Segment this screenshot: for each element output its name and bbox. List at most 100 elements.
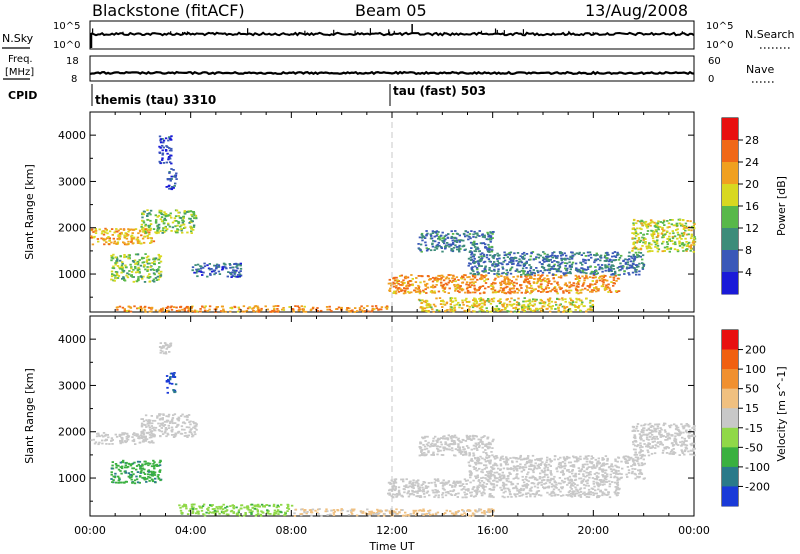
range-cell xyxy=(485,254,489,256)
range-cell xyxy=(547,282,550,284)
range-cell xyxy=(505,272,508,275)
range-cell xyxy=(481,234,484,236)
range-cell xyxy=(530,486,533,489)
range-cell xyxy=(457,290,460,292)
range-cell xyxy=(361,309,364,312)
range-cell xyxy=(560,486,563,489)
range-cell xyxy=(487,243,490,246)
range-cell xyxy=(454,289,457,292)
range-cell xyxy=(434,246,437,249)
range-cell xyxy=(146,422,149,425)
range-cell xyxy=(564,298,567,301)
range-cell xyxy=(450,439,454,442)
range-cell xyxy=(680,243,684,246)
range-cell xyxy=(162,213,166,216)
range-cell xyxy=(122,276,125,278)
range-cell xyxy=(196,263,200,266)
range-cell xyxy=(631,232,634,234)
range-cell xyxy=(489,509,492,512)
range-cell xyxy=(679,234,682,237)
range-cell xyxy=(133,259,137,262)
range-cell xyxy=(666,243,669,245)
range-cell xyxy=(420,232,424,235)
range-cell xyxy=(550,483,554,486)
range-cell xyxy=(159,212,163,214)
range-cell xyxy=(507,282,510,284)
range-cell xyxy=(497,268,500,271)
range-cell xyxy=(161,153,164,156)
range-cell xyxy=(173,372,176,374)
range-cell xyxy=(480,305,484,308)
range-cell xyxy=(160,210,163,213)
range-cell xyxy=(506,303,509,306)
range-cell xyxy=(512,307,515,309)
range-cell xyxy=(457,445,460,447)
range-cell xyxy=(150,474,154,477)
range-cell xyxy=(429,303,432,306)
range-cell xyxy=(158,464,162,467)
range-cell xyxy=(436,453,439,456)
range-cell xyxy=(407,290,410,293)
range-cell xyxy=(533,272,536,275)
range-cell xyxy=(604,265,607,268)
range-cell xyxy=(235,506,238,509)
range-cell xyxy=(462,239,465,242)
range-cell xyxy=(492,510,495,512)
range-cell xyxy=(444,282,448,285)
range-cell xyxy=(437,237,440,240)
range-cell xyxy=(425,300,429,303)
range-cell xyxy=(478,286,481,289)
range-cell xyxy=(471,306,475,309)
range-cell xyxy=(497,262,501,264)
range-cell xyxy=(157,272,161,275)
range-cell xyxy=(425,304,428,307)
range-cell xyxy=(538,286,541,289)
range-cell xyxy=(495,265,499,267)
range-cell xyxy=(522,488,526,490)
range-cell xyxy=(628,251,631,254)
range-cell xyxy=(553,251,556,254)
range-cell xyxy=(685,241,688,243)
range-cell xyxy=(445,483,448,485)
range-cell xyxy=(573,253,577,256)
range-cell xyxy=(208,268,212,271)
range-cell xyxy=(516,269,519,272)
range-cell xyxy=(565,274,568,277)
range-cell xyxy=(643,222,646,224)
range-cell xyxy=(574,478,578,481)
range-cell xyxy=(536,464,539,467)
range-cell xyxy=(618,256,622,259)
range-cell xyxy=(618,269,621,272)
range-cell xyxy=(565,290,568,293)
range-cell xyxy=(135,465,139,467)
range-cell xyxy=(159,218,163,221)
range-cell xyxy=(494,282,497,285)
range-cell xyxy=(517,262,520,265)
range-cell xyxy=(183,415,187,418)
range-cell xyxy=(363,310,367,312)
range-cell xyxy=(145,259,149,262)
range-cell xyxy=(474,265,477,268)
range-cell xyxy=(330,509,333,512)
range-cell xyxy=(613,270,617,273)
range-cell xyxy=(570,488,573,490)
range-cell xyxy=(185,418,189,421)
range-cell xyxy=(645,225,648,228)
range-cell xyxy=(127,436,130,438)
range-cell xyxy=(508,261,511,263)
range-cell xyxy=(486,250,490,253)
range-cell xyxy=(551,288,554,291)
range-cell xyxy=(580,482,583,484)
range-cell xyxy=(104,433,108,436)
range-cell xyxy=(196,270,199,272)
range-cell xyxy=(463,486,466,488)
range-cell xyxy=(195,423,198,426)
range-cell xyxy=(189,420,192,423)
frequency-trace xyxy=(89,70,695,76)
range-cell xyxy=(675,229,678,231)
range-cell xyxy=(648,242,651,244)
range-cell xyxy=(472,233,475,236)
range-cell xyxy=(206,508,209,510)
range-cell xyxy=(539,286,542,289)
range-cell xyxy=(490,310,493,313)
